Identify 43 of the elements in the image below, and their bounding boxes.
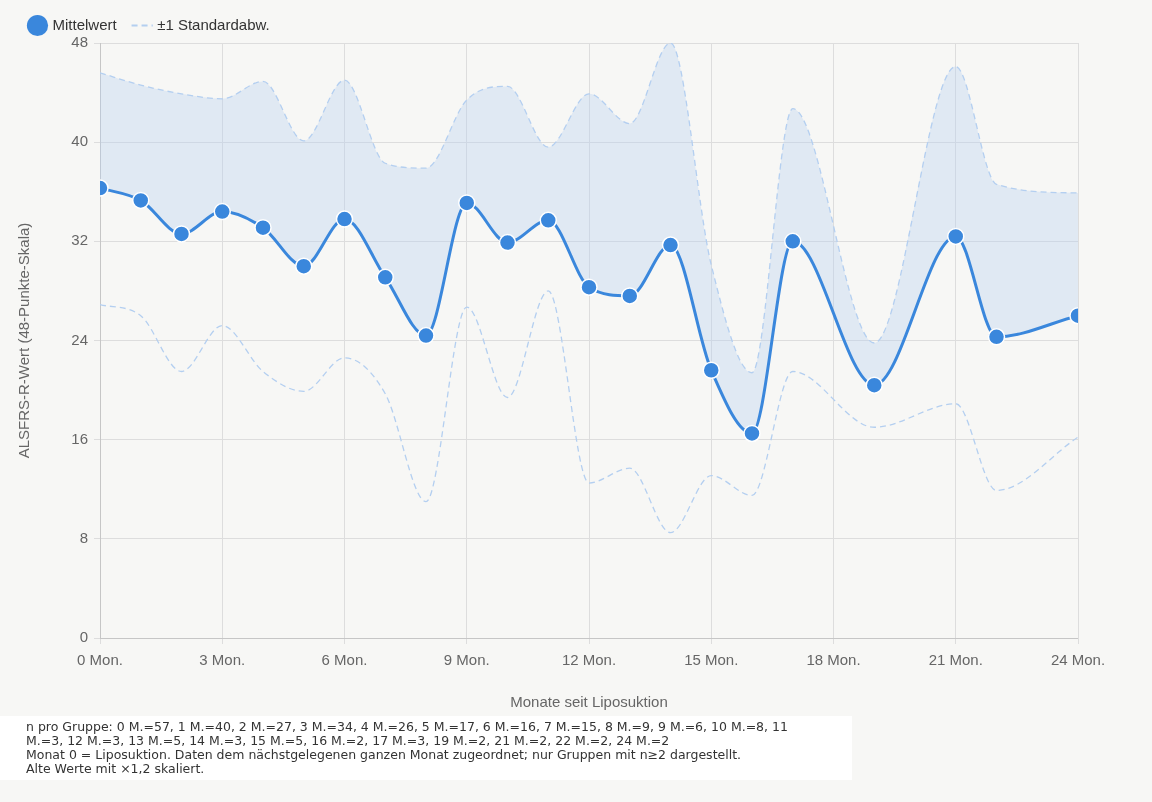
- point: [295, 257, 313, 275]
- y-tick-label: 16: [71, 429, 88, 447]
- x-tick-label: 6 Mon.: [321, 651, 368, 669]
- text: Monat 0 = Liposuktion. Daten dem nächstgelegenen ganzen Monat zugeordnet; nur Gruppen mit n≥2 dargestellt.: [26, 747, 743, 762]
- x-tick-label: 3 Mon.: [199, 651, 246, 669]
- point: [661, 236, 680, 254]
- y-tick-label: 0: [79, 628, 88, 646]
- x-axis-title: Monate seit Liposuktion: [510, 693, 668, 711]
- point: [702, 361, 720, 379]
- y-tick-label: 32: [71, 231, 88, 249]
- text: n pro Gruppe: 0 M.=57, 1 M.=40, 2 M.=27, 3 M.=34, 4 M.=26, 5 M.=17, 6 M.=16, 7 M.=15, 8 M.=9, 9 M.=6, 10 M.=8, 11 M.=3, 12 M.=3, 13 M.=5, 14 M.=3, 15 M.=5, 16 M.=2, 17 M.=3, 19 M.=2, 21 M.=2, 22 M.=2, 24 M.=2: [26, 719, 789, 748]
- point: [784, 232, 802, 251]
- text: Alte Werte mit ×1,2 skaliert.: [26, 761, 206, 776]
- point: [498, 233, 517, 252]
- point: [865, 376, 883, 394]
- point: [539, 211, 557, 230]
- y-tick-label: 8: [79, 528, 88, 546]
- point: [743, 424, 761, 443]
- point: [947, 227, 965, 246]
- y-tick-label: 40: [71, 132, 88, 150]
- point: [213, 202, 231, 221]
- y-axis-title: ALSFRS-R-Wert (48-Punkte-Skala): [15, 222, 33, 459]
- legend-label: Mittelwert: [52, 15, 118, 33]
- point: [132, 191, 150, 210]
- point: [172, 225, 191, 243]
- point: [376, 268, 394, 287]
- y-tick-label: 48: [71, 33, 88, 51]
- x-tick-label: 12 Mon.: [561, 651, 617, 669]
- point: [580, 278, 598, 296]
- point: [987, 328, 1006, 346]
- point: [335, 210, 354, 228]
- point: [458, 194, 476, 212]
- x-tick-label: 21 Mon.: [928, 651, 983, 669]
- point: [254, 218, 272, 237]
- x-tick-label: 15 Mon.: [684, 651, 739, 669]
- legend-label: ±1 Standardabw.: [157, 15, 270, 33]
- y-tick-label: 24: [71, 330, 88, 348]
- x-tick-label: 0 Mon.: [77, 651, 123, 669]
- point: [417, 326, 435, 345]
- x-tick-label: 24 Mon.: [1050, 651, 1106, 669]
- point: [621, 287, 639, 305]
- x-tick-label: 9 Mon.: [443, 651, 490, 669]
- x-tick-label: 18 Mon.: [806, 651, 861, 669]
